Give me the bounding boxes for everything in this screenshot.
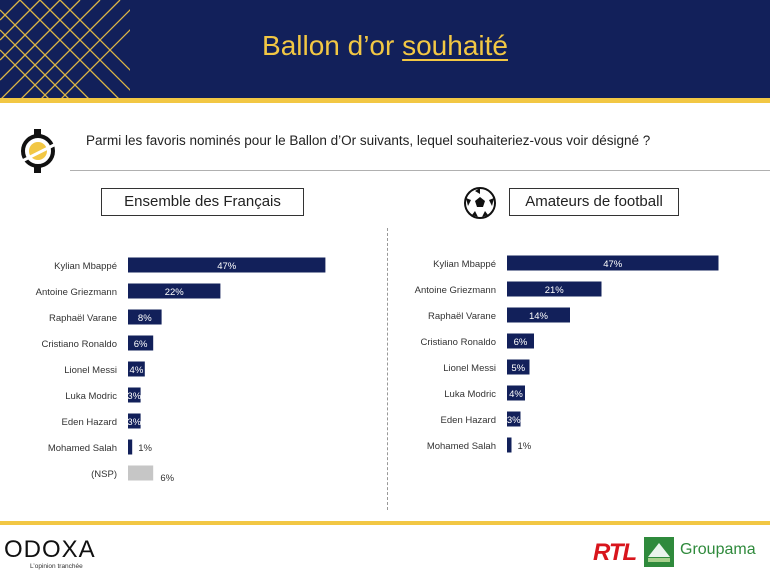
bar — [128, 465, 154, 481]
category-label: Cristiano Ronaldo — [420, 337, 496, 348]
data-label: 1% — [138, 443, 152, 454]
data-label: 21% — [545, 285, 565, 296]
data-label: 47% — [217, 261, 237, 272]
data-label: 8% — [138, 313, 152, 324]
panel-divider — [387, 228, 388, 510]
bar — [507, 385, 525, 401]
data-label: 14% — [529, 311, 549, 322]
category-label: Kylian Mbappé — [54, 261, 117, 272]
bar — [507, 359, 530, 375]
data-label: 6% — [134, 339, 148, 350]
data-label: 47% — [603, 259, 623, 270]
bar — [507, 255, 719, 271]
bar — [128, 257, 326, 273]
page-title: Ballon d’or souhaité — [0, 30, 770, 62]
brand-tagline: L’opinion tranchée — [30, 563, 83, 570]
data-label: 6% — [514, 337, 528, 348]
category-label: Lionel Messi — [443, 363, 496, 374]
panel-title-right: Amateurs de football — [509, 188, 679, 216]
data-label: 4% — [130, 365, 144, 376]
category-label: Kylian Mbappé — [433, 259, 496, 270]
brand-logo: ODOXA — [4, 536, 96, 563]
bar — [128, 309, 162, 325]
bar — [128, 387, 141, 403]
data-label: 22% — [165, 287, 185, 298]
data-label: 3% — [127, 391, 141, 402]
bar — [507, 411, 521, 427]
category-label: Eden Hazard — [62, 417, 117, 428]
chart-right: Kylian Mbappé 47% Antoine Griezmann 21% Raph… — [415, 255, 719, 453]
soccer-ball-icon — [464, 187, 496, 219]
category-label: Mohamed Salah — [48, 443, 117, 454]
data-label: 1% — [518, 441, 532, 452]
chart-left: Kylian Mbappé 47% Antoine Griezmann 22% Raph… — [36, 257, 326, 484]
data-label: 6% — [160, 473, 174, 484]
data-label: 3% — [507, 415, 521, 426]
category-label: Luka Modric — [444, 389, 496, 400]
bar — [128, 335, 154, 351]
category-label: Raphaël Varane — [49, 313, 117, 324]
bar — [128, 361, 145, 377]
title-main: Ballon d’or — [262, 30, 403, 61]
data-label: 3% — [127, 417, 141, 428]
data-label: 4% — [509, 389, 523, 400]
bar — [507, 437, 512, 453]
footer-accent-stripe — [0, 521, 770, 525]
bar — [128, 283, 221, 299]
bar — [507, 281, 602, 297]
question-text: Parmi les favoris nominés pour le Ballon… — [86, 133, 651, 148]
category-label: Eden Hazard — [441, 415, 496, 426]
category-label: Antoine Griezmann — [36, 287, 117, 298]
groupama-logo-icon — [644, 537, 674, 567]
partner-rtl-logo: RTL — [593, 539, 637, 566]
category-label: Luka Modric — [65, 391, 117, 402]
header-band: Ballon d’or souhaité — [0, 0, 770, 98]
category-label: Mohamed Salah — [427, 441, 496, 452]
title-underlined: souhaité — [402, 30, 508, 61]
category-label: Lionel Messi — [64, 365, 117, 376]
bar — [507, 333, 534, 349]
partner-groupama-name: Groupama — [680, 541, 756, 558]
category-label: Raphaël Varane — [428, 311, 496, 322]
bar — [128, 413, 141, 429]
category-label: Antoine Griezmann — [415, 285, 496, 296]
category-label: (NSP) — [91, 469, 117, 480]
panel-title-left: Ensemble des Français — [101, 188, 304, 216]
hatch-pattern — [0, 0, 130, 98]
bar — [507, 307, 570, 323]
category-label: Cristiano Ronaldo — [41, 339, 117, 350]
bar — [128, 439, 133, 455]
data-label: 5% — [511, 363, 525, 374]
question-separator — [70, 170, 770, 171]
header-accent-stripe — [0, 98, 770, 103]
dollar-coin-icon — [20, 129, 57, 173]
